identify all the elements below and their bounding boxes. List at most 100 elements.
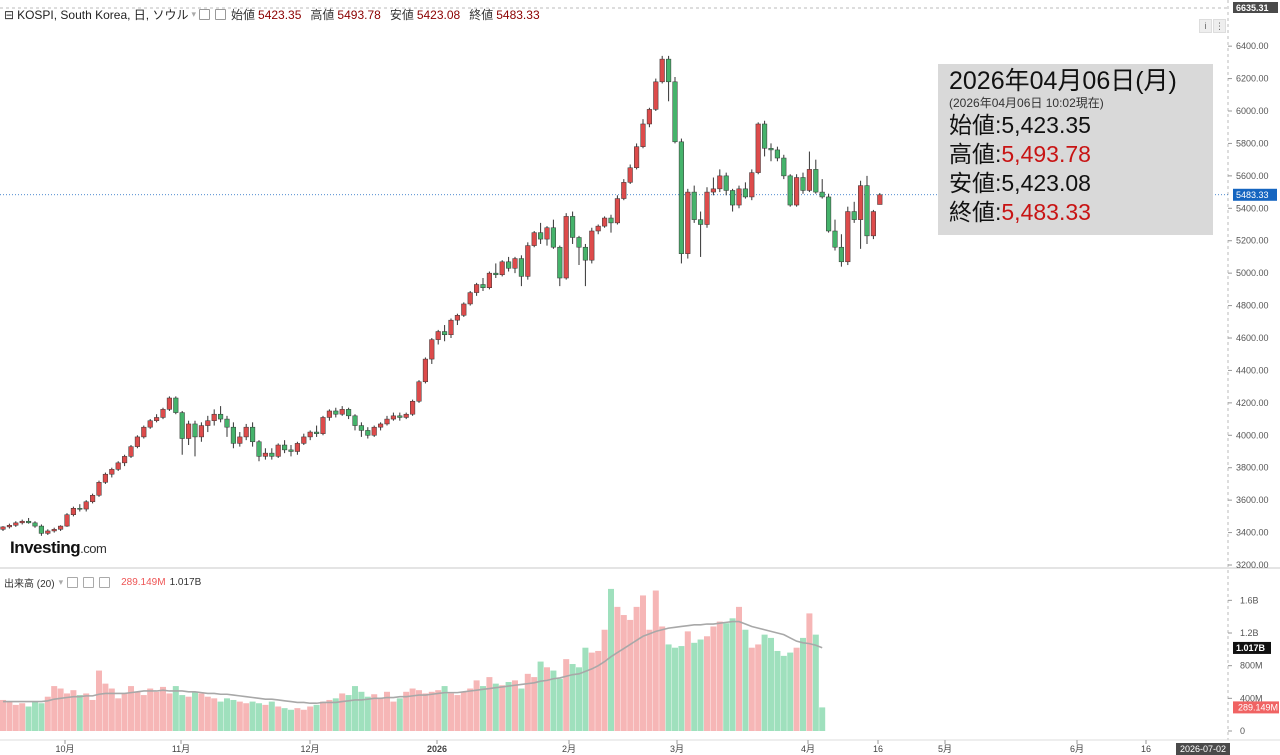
candle-body — [621, 182, 627, 199]
volume-ma-value: 1.017B — [169, 577, 202, 588]
ohlc-tooltip: 2026年04月06日(月) (2026年04月06日 10:02現在) 始値:… — [938, 64, 1213, 235]
time-tick-label: 10月 — [55, 744, 74, 754]
volume-ma-label: 1.017B — [1236, 643, 1266, 653]
volume-bar — [128, 686, 134, 731]
volume-bar — [569, 664, 576, 731]
volume-bar — [678, 646, 685, 731]
open-value: 5423.35 — [258, 7, 302, 22]
price-tick-label: 4400.00 — [1236, 365, 1269, 375]
chart-tool-button[interactable]: ⋮ — [1213, 19, 1226, 33]
chart-tool-button[interactable]: i — [1199, 19, 1212, 33]
open-label: 始値 — [231, 8, 256, 22]
volume-bar — [499, 685, 506, 731]
volume-bar — [787, 652, 794, 731]
collapse-icon[interactable]: ⊟ — [4, 7, 15, 22]
volume-bar — [761, 634, 768, 731]
volume-bar — [403, 691, 410, 731]
tooltip-low-label: 安値 — [949, 170, 995, 196]
close-icon[interactable] — [99, 577, 111, 588]
volume-bar — [473, 680, 480, 731]
volume-bar — [179, 695, 186, 731]
volume-bar — [307, 706, 314, 731]
visibility-icon[interactable] — [215, 9, 226, 20]
candle-body — [685, 191, 691, 254]
volume-bar — [640, 595, 646, 731]
investing-logo[interactable]: Investing.com — [10, 538, 107, 558]
candle-body — [230, 426, 236, 444]
candle-body — [269, 452, 275, 457]
candle-body — [154, 417, 160, 421]
price-tick-label: 3200.00 — [1236, 560, 1269, 570]
volume-bar — [608, 588, 614, 731]
volume-bar — [230, 699, 237, 731]
close-label: 終値 — [469, 8, 494, 22]
volume-bar — [467, 688, 474, 731]
volume-bar — [204, 696, 211, 731]
volume-bar — [224, 698, 230, 731]
candle-body — [454, 315, 460, 321]
settings-icon[interactable] — [67, 577, 79, 588]
volume-bar — [134, 691, 141, 731]
volume-bar — [243, 703, 250, 731]
candle-body — [800, 177, 806, 191]
volume-bar — [755, 644, 762, 731]
tooltip-high-label: 高値 — [949, 141, 995, 167]
candle-body — [845, 211, 851, 263]
volume-bar — [492, 683, 499, 731]
candle-body — [365, 430, 371, 436]
volume-bar — [691, 642, 698, 731]
volume-value: 289.149M — [121, 577, 166, 588]
volume-bar — [185, 696, 192, 731]
tooltip-low-row: 安値:5,423.08 — [949, 170, 1091, 196]
candle-body — [352, 415, 358, 426]
volume-bar — [332, 698, 339, 731]
candle-body — [666, 58, 672, 83]
volume-label[interactable]: 出来高 (20) — [4, 579, 55, 590]
candle-body — [806, 169, 812, 191]
candle-body — [243, 426, 249, 438]
candle-body — [422, 358, 428, 383]
volume-bar — [480, 686, 486, 731]
candle-body — [602, 217, 608, 227]
candle-body — [512, 258, 518, 269]
candle-body — [314, 431, 320, 434]
candle-body — [198, 425, 204, 438]
candle-body — [781, 157, 787, 177]
volume-tick-label: 1.2B — [1240, 628, 1259, 638]
candle-body — [448, 319, 454, 336]
last-price-tag — [1233, 188, 1277, 201]
candle-body — [83, 501, 89, 510]
volume-bar — [172, 686, 179, 731]
candle-body — [90, 495, 96, 503]
price-tick-label: 5800.00 — [1236, 138, 1269, 148]
candle-body — [640, 123, 646, 147]
price-tick-label: 5000.00 — [1236, 268, 1269, 278]
candle-body — [26, 520, 32, 524]
visibility-icon[interactable] — [83, 577, 95, 588]
candle-body — [211, 413, 217, 421]
candle-body — [723, 175, 729, 191]
candle-body — [45, 530, 51, 534]
candle-body — [563, 216, 569, 279]
volume-last-tag — [1233, 701, 1279, 714]
volume-bar — [166, 693, 173, 731]
dropdown-icon[interactable]: ▾ — [191, 9, 196, 19]
candle-body — [710, 188, 716, 193]
volume-bar — [281, 708, 288, 731]
candle-body — [838, 246, 844, 263]
candle-body — [64, 514, 70, 527]
volume-bar — [352, 686, 358, 731]
volume-bar — [300, 709, 307, 731]
price-tick-label: 5400.00 — [1236, 203, 1269, 213]
price-tick-label: 3600.00 — [1236, 495, 1269, 505]
settings-icon[interactable] — [199, 9, 210, 20]
symbol-label[interactable]: KOSPI, South Korea, 日, ソウル — [17, 8, 189, 22]
dropdown-icon[interactable]: ▾ — [58, 577, 64, 587]
volume-bar — [742, 629, 749, 731]
volume-bar — [435, 690, 442, 731]
volume-bar — [614, 606, 621, 731]
volume-bar — [416, 690, 422, 731]
candle-body — [518, 258, 524, 277]
volume-bar — [505, 682, 512, 731]
